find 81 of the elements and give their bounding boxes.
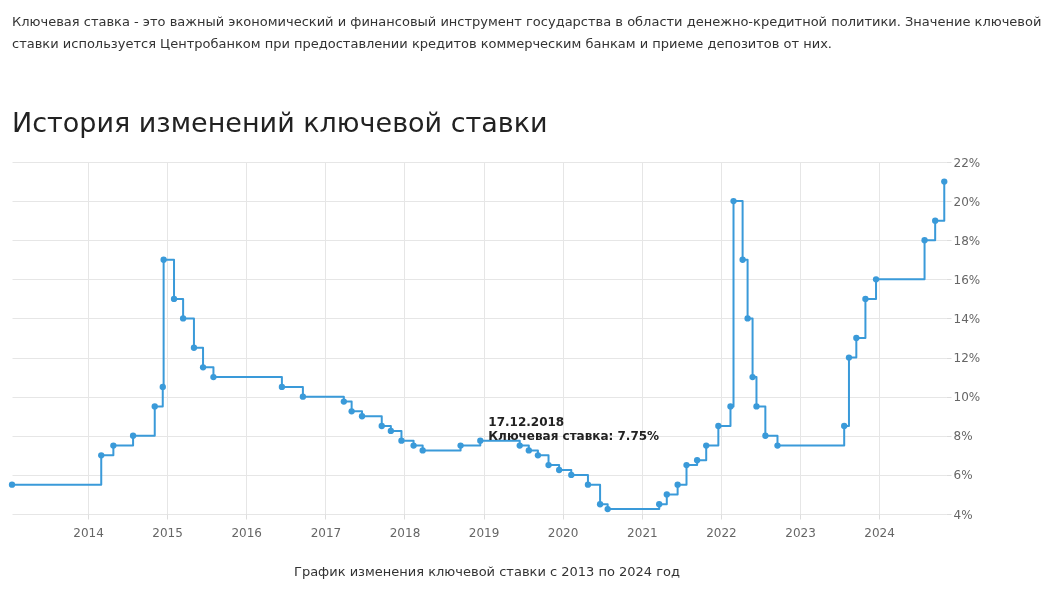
text: График изменения ключевой ставки с 2013 по 2024 год	[293, 564, 681, 579]
x-tick-label: 2024	[864, 525, 895, 540]
point	[703, 442, 710, 449]
point	[534, 452, 542, 459]
point	[584, 481, 592, 488]
point	[348, 408, 355, 415]
point	[674, 481, 681, 488]
point	[715, 422, 722, 430]
point	[753, 403, 760, 410]
point	[568, 471, 575, 479]
point	[656, 501, 663, 508]
point	[853, 334, 860, 342]
point	[210, 373, 217, 381]
point	[151, 403, 158, 410]
x-tick-label: 2022	[706, 525, 737, 540]
point	[398, 437, 405, 444]
point	[179, 315, 187, 322]
point	[932, 217, 939, 224]
point	[862, 295, 869, 303]
point	[841, 422, 848, 430]
point	[8, 481, 16, 488]
x-tick-label: 2020	[547, 525, 579, 540]
y-tick-label: 20%	[953, 194, 981, 209]
point	[160, 256, 167, 263]
y-tick-label: 6%	[953, 468, 973, 483]
x-tick-label: 2015	[152, 525, 183, 540]
point	[596, 501, 604, 508]
point	[419, 447, 426, 454]
point	[190, 344, 198, 351]
point	[693, 457, 701, 464]
point	[278, 383, 286, 391]
x-tick-label: 2016	[231, 525, 262, 540]
y-tick-label: 22%	[953, 155, 981, 170]
point	[299, 393, 307, 400]
point	[762, 432, 769, 439]
point	[525, 447, 532, 454]
point	[872, 276, 880, 283]
y-tick-label: 4%	[953, 507, 973, 522]
x-tick-label: 2018	[389, 525, 421, 540]
text: Ключевая ставка - это важный экономический и финансовый инструмент государства в области денежно-кредитной политики. Значение ключевой ставки используется Центробанком при предоставлении кредитов коммерческим банкам и приеме депозитов от них.	[12, 14, 1042, 51]
point	[110, 442, 117, 449]
point	[941, 178, 948, 185]
x-tick-label: 2023	[785, 525, 816, 540]
x-tick-label: 2017	[310, 525, 342, 540]
point	[199, 364, 207, 371]
point	[340, 398, 347, 405]
point	[358, 413, 366, 420]
y-tick-label: 8%	[953, 429, 973, 444]
x-tick-label: 2021	[627, 525, 658, 540]
point	[744, 315, 751, 322]
point	[378, 422, 385, 430]
point	[727, 403, 734, 410]
chart-title: История изменений ключевой ставки	[12, 107, 548, 138]
point	[921, 237, 928, 244]
point	[774, 442, 781, 449]
y-tick-label: 10%	[953, 390, 981, 405]
point	[410, 442, 417, 449]
point	[516, 442, 523, 449]
point	[457, 442, 464, 449]
point	[739, 256, 746, 263]
x-tick-label: 2014	[73, 525, 104, 540]
point	[98, 452, 105, 459]
y-tick-label: 14%	[953, 311, 981, 326]
point	[845, 354, 853, 361]
point	[477, 437, 484, 444]
point	[730, 197, 737, 205]
y-tick-label: 16%	[953, 272, 981, 287]
point	[387, 427, 394, 435]
y-tick-label: 12%	[953, 351, 981, 366]
point	[555, 466, 563, 474]
point	[663, 491, 670, 498]
point	[129, 432, 137, 439]
point	[159, 383, 166, 391]
point	[604, 505, 611, 513]
y-tick-label: 18%	[953, 233, 981, 248]
point	[683, 461, 690, 469]
point	[749, 373, 756, 381]
x-tick-label: 2019	[468, 525, 500, 540]
point	[545, 461, 552, 469]
point	[170, 295, 178, 303]
annotation: 17.12.2018 Ключевая ставка: 7.75%	[488, 414, 660, 443]
